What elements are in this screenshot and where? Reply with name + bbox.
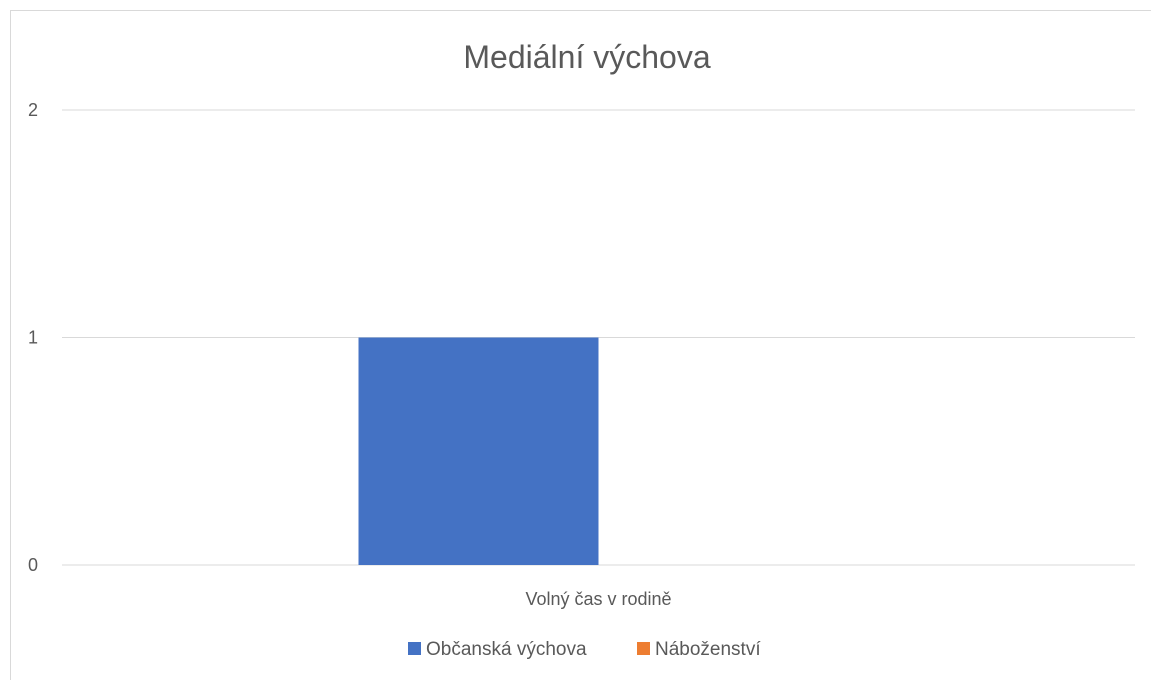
- legend-label-1: Občanská výchova: [426, 639, 587, 660]
- y-tick-label: 2: [28, 100, 38, 120]
- legend-swatch-2: [637, 642, 650, 655]
- y-tick-label: 1: [28, 328, 38, 348]
- bar-1: [358, 337, 599, 565]
- chart-title: Mediální výchova: [463, 39, 710, 75]
- bars: [358, 337, 599, 565]
- x-category-label: Volný čas v rodině: [525, 589, 671, 609]
- legend-label-2: Náboženství: [655, 639, 761, 660]
- legend: Občanská výchova Náboženství: [408, 639, 761, 660]
- y-axis-ticks: 0 1 2: [28, 100, 38, 575]
- legend-swatch-1: [408, 642, 421, 655]
- y-tick-label: 0: [28, 555, 38, 575]
- chart-frame: [10, 10, 1151, 680]
- x-axis-categories: Volný čas v rodině: [525, 589, 671, 609]
